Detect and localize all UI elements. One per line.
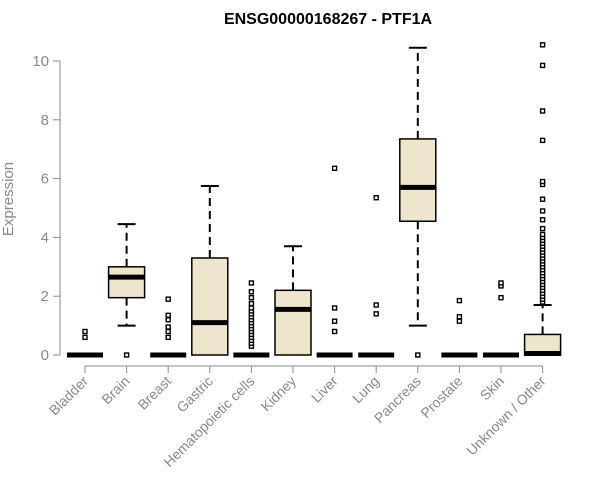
outlier-point [456, 318, 463, 324]
outlier-point [331, 318, 338, 324]
box-breast [150, 296, 187, 358]
y-tick-label: 0 [41, 347, 49, 364]
outlier-point [539, 108, 546, 114]
box-pancreas [399, 46, 437, 358]
outlier-point [248, 305, 255, 311]
outlier-point [456, 314, 463, 320]
outlier-point [248, 300, 255, 307]
outlier-point [373, 195, 379, 201]
y-tick-label: 8 [41, 112, 49, 129]
outlier-point [415, 352, 421, 358]
y-axis: 0 2 4 6 8 10 [32, 53, 61, 364]
outlier-point [82, 334, 88, 341]
outlier-point [165, 317, 171, 323]
outlier-point [165, 334, 171, 341]
outlier-point [248, 294, 255, 301]
x-tick-label: Unknown / Other [463, 373, 549, 459]
x-tick-label: Skin [477, 373, 508, 404]
x-tick-label: Prostate [417, 373, 465, 421]
outlier-point [539, 231, 546, 238]
y-tick-label: 4 [41, 229, 49, 246]
box-gastric [191, 184, 229, 356]
x-tick-label: Bladder [46, 373, 92, 419]
outlier-point [539, 137, 546, 144]
outlier-point [539, 62, 546, 69]
boxes [67, 42, 562, 358]
outlier-point [331, 305, 338, 311]
outlier-point [331, 165, 338, 172]
box-hematopoietic-cells [233, 280, 270, 358]
box-kidney [274, 245, 312, 356]
outlier-point [456, 297, 463, 304]
x-tick-label: Kidney [258, 373, 300, 415]
outlier-point [373, 311, 379, 317]
x-tick-label: Liver [308, 373, 341, 406]
box-brain [107, 223, 146, 358]
outlier-point [165, 328, 171, 335]
outlier-point [498, 294, 504, 301]
chart-title: ENSG00000168267 - PTF1A [224, 11, 433, 28]
outlier-point [373, 302, 379, 308]
box-iqr [107, 266, 146, 299]
outlier-point [165, 296, 171, 302]
outlier-point [248, 280, 255, 286]
box-iqr [191, 257, 229, 356]
outlier-point [165, 324, 171, 330]
box-bladder [67, 328, 103, 358]
outlier-point [165, 312, 171, 319]
outlier-point [123, 352, 130, 358]
box-iqr [274, 289, 312, 356]
x-tick-label: Brain [98, 373, 132, 407]
box-iqr [399, 138, 437, 222]
outlier-point [539, 217, 546, 223]
outlier-point [331, 328, 338, 335]
outlier-point [539, 225, 546, 232]
outlier-point [539, 42, 546, 48]
outlier-point [539, 208, 546, 214]
outlier-point [539, 178, 546, 185]
outlier-point [539, 196, 546, 202]
y-axis-label: Expression [0, 162, 17, 236]
box-liver [316, 165, 353, 358]
outlier-point [248, 289, 255, 295]
outlier-point [498, 280, 504, 286]
x-tick-label: Lung [349, 373, 382, 406]
y-tick-label: 2 [41, 288, 49, 305]
y-tick-label: 6 [41, 171, 49, 188]
y-tick-label: 10 [32, 53, 49, 70]
box-unknown-other [523, 42, 562, 357]
box-prostate [441, 297, 478, 358]
box-skin [483, 280, 519, 358]
outlier-point [82, 328, 88, 335]
box-lung [358, 195, 395, 358]
x-tick-label: Breast [134, 373, 174, 413]
